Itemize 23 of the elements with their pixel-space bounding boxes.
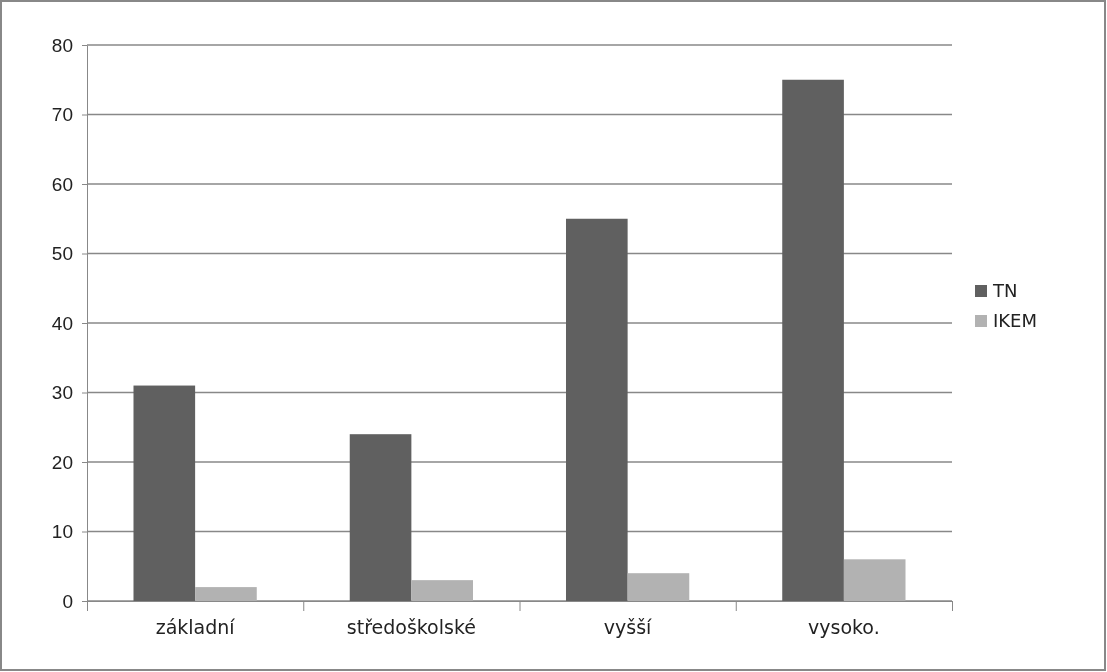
y-tick-label: 70 — [51, 104, 73, 126]
bar — [782, 79, 844, 601]
y-tick-label: 10 — [51, 521, 73, 543]
x-tick-label: vysoko. — [808, 616, 880, 638]
bar — [565, 218, 628, 601]
legend-label: TN — [992, 280, 1018, 301]
bar — [843, 559, 906, 601]
x-tick-label: středoškolské — [346, 616, 476, 638]
x-tick-label: základní — [155, 616, 236, 638]
y-tick-label: 80 — [51, 34, 73, 56]
bar — [133, 385, 196, 601]
bar — [627, 573, 690, 601]
bar — [349, 434, 412, 601]
y-tick-label: 40 — [51, 312, 73, 334]
y-tick-label: 20 — [51, 451, 73, 473]
legend-label: IKEM — [993, 310, 1038, 331]
y-tick-label: 0 — [62, 590, 73, 612]
y-tick-label: 30 — [51, 382, 73, 404]
y-tick-label: 50 — [51, 243, 73, 265]
x-tick-label: vyšší — [603, 616, 653, 638]
bar — [195, 587, 257, 601]
bar — [411, 580, 474, 601]
y-tick-label: 60 — [51, 173, 73, 195]
